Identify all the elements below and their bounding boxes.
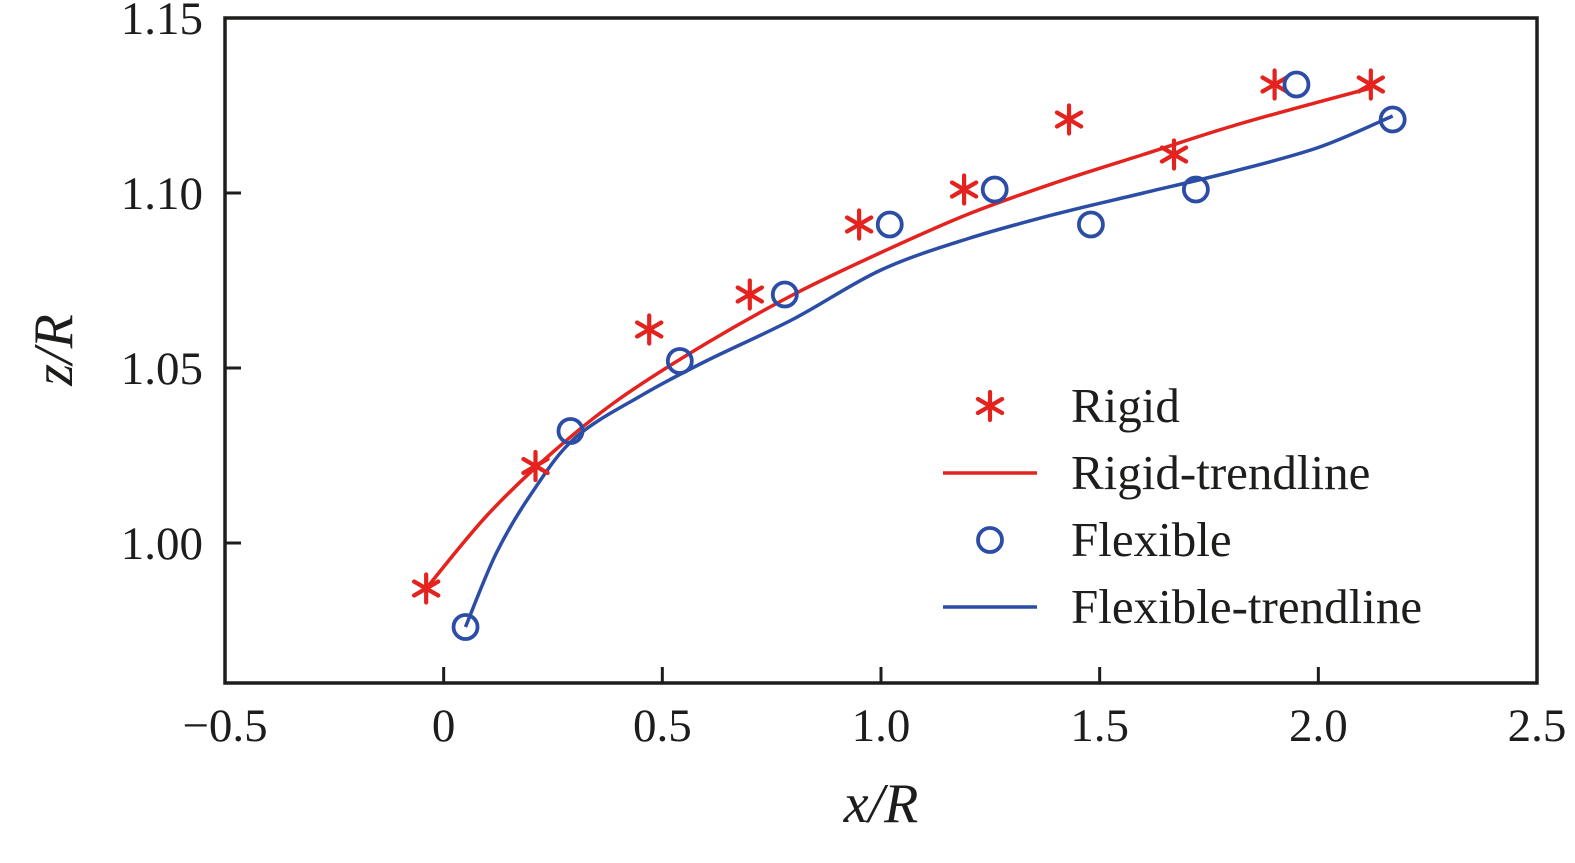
flexible-point [1077, 210, 1105, 239]
x-tick-label: 2.0 [1289, 700, 1348, 752]
flexible-legend-glyph [976, 525, 1004, 554]
y-tick-label: 1.05 [121, 343, 203, 395]
rigid-point [521, 456, 550, 476]
legend-item-rigid-trendline: Rigid-trendline [935, 439, 1422, 506]
flexible-point [556, 417, 585, 445]
y-tick-label: 1.15 [121, 0, 203, 45]
x-tick-label: 0 [432, 700, 456, 752]
rigid-point [735, 285, 765, 304]
rigid-point [1054, 110, 1084, 129]
flexible-circle-marker-icon [976, 525, 1004, 554]
rigid-point [1260, 75, 1289, 94]
y-axis-label: z/R [23, 314, 85, 386]
rigid-point [411, 579, 441, 598]
flexible-point [770, 280, 799, 309]
rigid-point [1356, 75, 1386, 94]
y-tick-label: 1.00 [121, 518, 203, 570]
x-tick-label: −0.5 [182, 700, 267, 752]
flexible-point [1378, 105, 1407, 134]
x-tick-label: 1.0 [852, 700, 911, 752]
legend-item-flexible: Flexible [935, 506, 1422, 573]
rigid-trendline-path [424, 86, 1372, 590]
legend-label-flexible-trendline: Flexible-trendline [1071, 579, 1423, 634]
x-tick-label: 0.5 [633, 700, 692, 752]
legend-item-flexible-trendline: Flexible-trendline [935, 573, 1422, 640]
rigid-trendline-icon [943, 470, 1037, 475]
flexible-point [1282, 70, 1311, 99]
rigid-legend-glyph [975, 396, 1005, 415]
legend: Rigid Rigid-trendline Flexible Flexible-… [935, 372, 1422, 640]
x-tick-label: 2.5 [1508, 700, 1567, 752]
flexible-point [875, 210, 904, 239]
flexible-point [1181, 175, 1210, 204]
rigid-point [844, 215, 874, 234]
legend-label-rigid-trendline: Rigid-trendline [1071, 445, 1371, 500]
flexible-point [980, 175, 1009, 204]
legend-item-rigid: Rigid [935, 372, 1422, 439]
flexible-point [665, 347, 694, 375]
flexible-point [451, 613, 480, 641]
x-tick-label: 1.5 [1070, 700, 1129, 752]
legend-label-flexible: Flexible [1071, 512, 1232, 567]
x-axis-label: x/R [843, 773, 919, 835]
rigid-asterisk-marker-icon [975, 389, 1005, 422]
flexible-trendline-icon [943, 604, 1037, 609]
rigid-point [634, 320, 664, 339]
y-tick-label: 1.10 [121, 168, 203, 220]
rigid-point [949, 180, 979, 199]
legend-label-rigid: Rigid [1071, 378, 1180, 433]
flexible-trendline-path [463, 114, 1394, 628]
rigid-point [1159, 145, 1189, 164]
